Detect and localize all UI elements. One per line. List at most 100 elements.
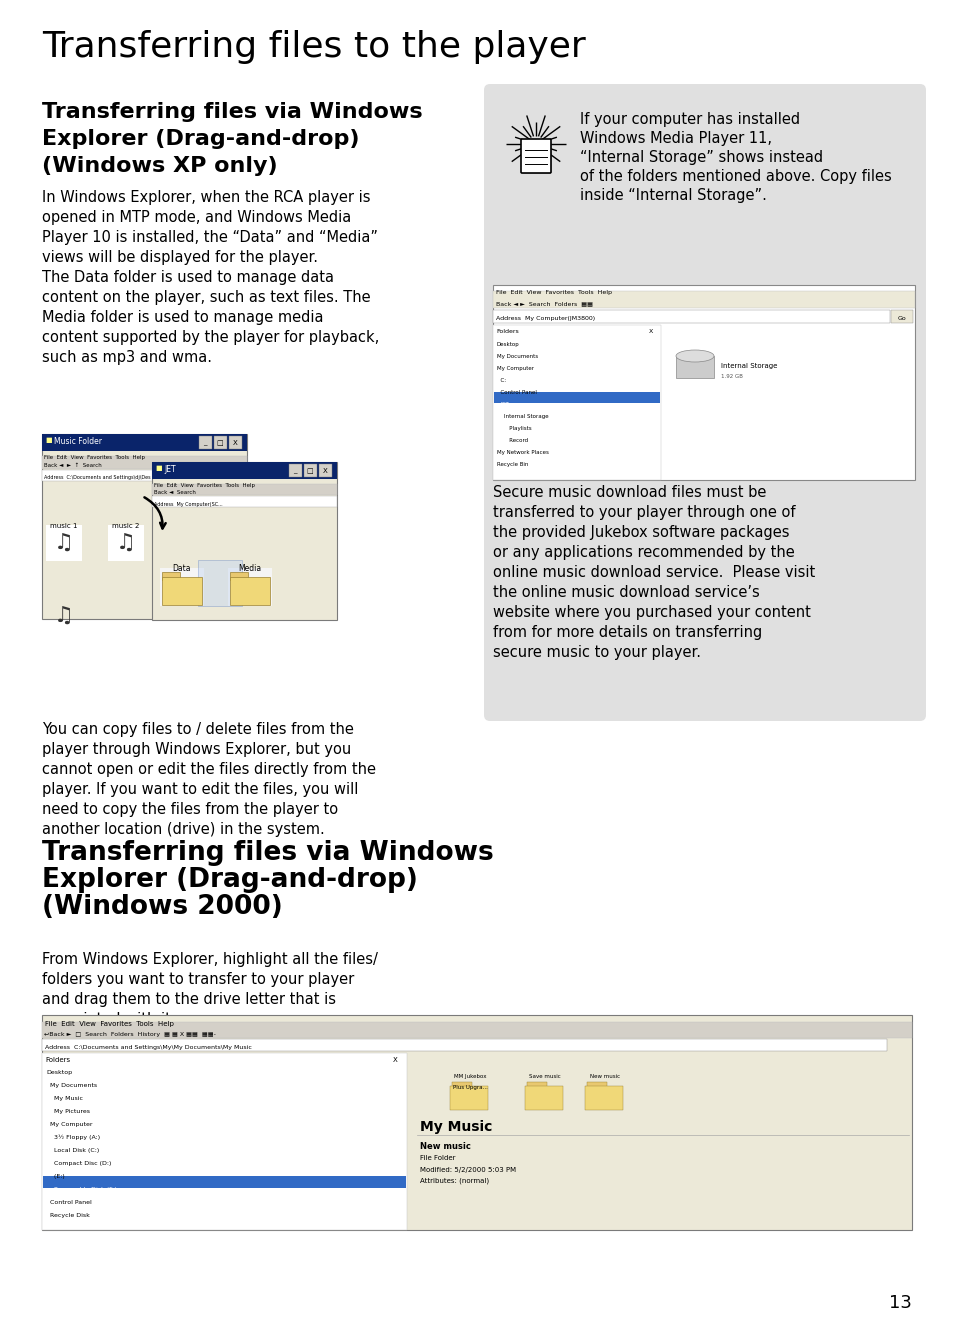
- Text: Address  My Computer(SC...: Address My Computer(SC...: [153, 502, 222, 507]
- Bar: [229, 436, 242, 449]
- Bar: [493, 291, 914, 308]
- Text: Media: Media: [238, 564, 261, 574]
- Bar: [494, 393, 659, 403]
- Bar: [42, 1053, 407, 1230]
- Text: My Computer: My Computer: [46, 1122, 92, 1127]
- Text: Folders: Folders: [496, 330, 518, 334]
- Text: ■: ■: [45, 437, 51, 444]
- Text: File  Edit  View  Favorites  Tools  Help: File Edit View Favorites Tools Help: [45, 1021, 173, 1026]
- FancyBboxPatch shape: [526, 1081, 546, 1089]
- Text: X: X: [233, 440, 237, 446]
- Text: ♫: ♫: [116, 533, 136, 553]
- Text: cannot open or edit the files directly from the: cannot open or edit the files directly f…: [42, 762, 375, 777]
- Text: _: _: [293, 468, 296, 474]
- Text: (Windows XP only): (Windows XP only): [42, 155, 277, 176]
- Text: Media folder is used to manage media: Media folder is used to manage media: [42, 310, 323, 326]
- Bar: [152, 462, 336, 478]
- Text: From Windows Explorer, highlight all the files/: From Windows Explorer, highlight all the…: [42, 951, 377, 967]
- Text: inside “Internal Storage”.: inside “Internal Storage”.: [579, 188, 766, 202]
- Text: File  Edit  View  Favorites  Tools  Help: File Edit View Favorites Tools Help: [44, 456, 145, 460]
- Bar: [890, 310, 912, 323]
- Text: associated with it.: associated with it.: [42, 1012, 175, 1026]
- Text: ↩Back ►  □  Search  Folders  History  ▦ ▦ X ▦▦  ▦▦-: ↩Back ► □ Search Folders History ▦ ▦ X ▦…: [44, 1032, 215, 1037]
- Text: Removable Disk (F:): Removable Disk (F:): [46, 1187, 116, 1193]
- Bar: [493, 326, 660, 480]
- Text: content on the player, such as text files. The: content on the player, such as text file…: [42, 289, 370, 306]
- Text: My Documents: My Documents: [46, 1083, 97, 1088]
- Text: Go: Go: [897, 316, 905, 322]
- Text: 3½ Floppy (A:): 3½ Floppy (A:): [46, 1135, 100, 1140]
- Text: Music Folder: Music Folder: [54, 437, 102, 446]
- Text: views will be displayed for the player.: views will be displayed for the player.: [42, 251, 317, 265]
- Text: □: □: [306, 468, 313, 474]
- Text: music 2: music 2: [112, 523, 139, 529]
- Text: “Internal Storage” shows instead: “Internal Storage” shows instead: [579, 150, 822, 165]
- FancyBboxPatch shape: [228, 568, 272, 606]
- Bar: [493, 310, 889, 323]
- Text: Back ◄  Search: Back ◄ Search: [153, 490, 195, 494]
- FancyBboxPatch shape: [230, 578, 270, 604]
- Text: Desktop: Desktop: [46, 1071, 72, 1075]
- Bar: [676, 356, 713, 378]
- Bar: [42, 434, 247, 452]
- Text: Plus Upgra...: Plus Upgra...: [452, 1085, 487, 1089]
- Text: Control Panel: Control Panel: [497, 390, 537, 395]
- Text: Compact Disc (D:): Compact Disc (D:): [46, 1160, 112, 1166]
- Bar: [42, 456, 247, 469]
- Bar: [199, 436, 212, 449]
- Bar: [318, 464, 332, 477]
- Text: another location (drive) in the system.: another location (drive) in the system.: [42, 821, 324, 838]
- Text: from for more details on transferring: from for more details on transferring: [493, 624, 761, 641]
- Text: Transferring files via Windows: Transferring files via Windows: [42, 102, 422, 122]
- Text: Record: Record: [497, 438, 528, 444]
- Bar: [152, 496, 336, 507]
- Text: □: □: [216, 440, 223, 446]
- FancyBboxPatch shape: [230, 572, 248, 580]
- Text: My Documents: My Documents: [497, 354, 537, 359]
- Text: Internal Storage: Internal Storage: [720, 363, 777, 369]
- Text: New music: New music: [589, 1073, 619, 1079]
- Text: ■: ■: [154, 465, 161, 470]
- Bar: [42, 1014, 911, 1230]
- Text: Address  C:\Documents and Settings\My\My Documents\My Music: Address C:\Documents and Settings\My\My …: [45, 1045, 252, 1051]
- Polygon shape: [521, 142, 550, 172]
- FancyBboxPatch shape: [160, 568, 204, 606]
- Text: My Music: My Music: [46, 1096, 83, 1101]
- Text: Data: Data: [172, 564, 191, 574]
- FancyBboxPatch shape: [584, 1085, 622, 1110]
- Bar: [108, 525, 144, 561]
- Text: My Computer: My Computer: [497, 366, 534, 371]
- Bar: [152, 484, 336, 494]
- Text: ♫: ♫: [54, 533, 74, 553]
- Text: If your computer has installed: If your computer has installed: [579, 113, 800, 127]
- Text: Save music: Save music: [529, 1073, 560, 1079]
- Bar: [304, 464, 316, 477]
- Bar: [493, 285, 914, 480]
- Bar: [42, 470, 247, 481]
- Text: player through Windows Explorer, but you: player through Windows Explorer, but you: [42, 742, 351, 757]
- Text: Transferring files via Windows: Transferring files via Windows: [42, 840, 494, 866]
- Text: Windows Media Player 11,: Windows Media Player 11,: [579, 131, 771, 146]
- Text: X: X: [393, 1057, 397, 1063]
- Text: or any applications recommended by the: or any applications recommended by the: [493, 545, 794, 560]
- Text: Address  C:\Documents and Settings\dj\Des: Address C:\Documents and Settings\dj\Des: [44, 474, 151, 480]
- Text: transferred to your player through one of: transferred to your player through one o…: [493, 505, 795, 520]
- Text: In Windows Explorer, when the RCA player is: In Windows Explorer, when the RCA player…: [42, 190, 370, 205]
- Text: the online music download service’s: the online music download service’s: [493, 586, 759, 600]
- Text: Control Panel: Control Panel: [46, 1201, 91, 1205]
- Text: Playlists: Playlists: [497, 426, 531, 431]
- Text: folders you want to transfer to your player: folders you want to transfer to your pla…: [42, 972, 354, 988]
- Text: opened in MTP mode, and Windows Media: opened in MTP mode, and Windows Media: [42, 210, 351, 225]
- Text: X: X: [648, 330, 653, 334]
- Text: 1.92 GB: 1.92 GB: [720, 374, 742, 379]
- FancyBboxPatch shape: [586, 1081, 606, 1089]
- Text: ♫: ♫: [54, 606, 74, 626]
- Text: Address  My Computer(JM3800): Address My Computer(JM3800): [496, 316, 595, 322]
- Text: Recycle Disk: Recycle Disk: [46, 1213, 90, 1218]
- Text: My Network Places: My Network Places: [497, 450, 548, 456]
- Text: of the folders mentioned above. Copy files: of the folders mentioned above. Copy fil…: [579, 169, 891, 184]
- Text: (Windows 2000): (Windows 2000): [42, 894, 282, 921]
- FancyBboxPatch shape: [162, 572, 180, 580]
- Bar: [289, 464, 302, 477]
- Text: MM Jukebox: MM Jukebox: [454, 1073, 486, 1079]
